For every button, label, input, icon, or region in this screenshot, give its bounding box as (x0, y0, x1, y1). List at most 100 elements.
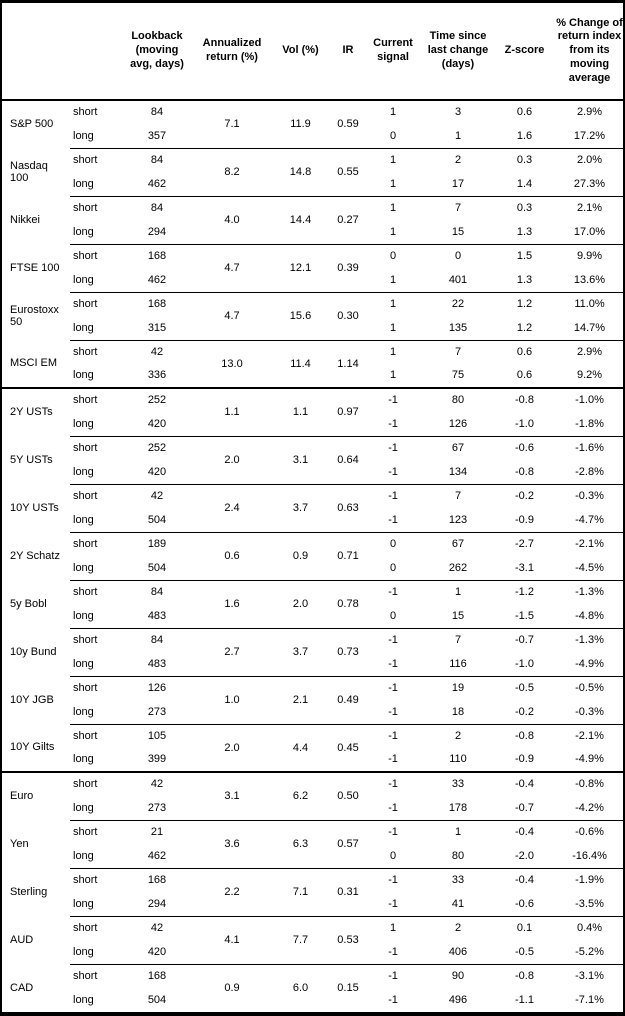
horizon-label: long (73, 657, 94, 670)
current-signal-value: -1 (367, 675, 419, 700)
current-signal-value: 1 (367, 339, 419, 364)
asset-row-long: long 273 -1 18 -0.2 -0.3% (2, 700, 623, 724)
asset-row-short: MSCI EM short 42 13.0 11.4 1.14 1 7 0.6 2.9% (2, 339, 623, 388)
pct-change-value: -4.9% (575, 753, 604, 766)
time-since-value: 18 (451, 705, 465, 718)
z-score-value: -0.8 (497, 963, 552, 988)
current-signal-value: 0 (389, 129, 397, 142)
horizon-label: short (70, 819, 122, 844)
z-score-value: -0.4 (497, 867, 552, 892)
annualized-return-value: 8.2 (192, 147, 272, 196)
time-since-value: 33 (419, 867, 497, 892)
current-signal-value: -1 (367, 579, 419, 604)
current-signal-value: -1 (367, 963, 419, 988)
table-header: Lookback (moving avg, days) Annualized r… (2, 3, 623, 101)
z-score-value: 1.2 (497, 291, 552, 316)
z-score-value: -2.0 (515, 849, 534, 862)
header-lookback: Lookback (moving avg, days) (122, 3, 192, 101)
horizon-label: long (73, 273, 94, 286)
lookback-value: 504 (147, 561, 167, 574)
pct-change-value: 9.2% (576, 369, 603, 382)
current-signal-value: 1 (389, 369, 397, 382)
annualized-return-value: 2.2 (192, 867, 272, 916)
ir-value: 0.59 (337, 118, 359, 131)
lookback-value: 294 (147, 897, 167, 910)
pct-change-value: -1.9% (552, 867, 623, 892)
asset-name: Nikkei (10, 213, 40, 226)
z-score-value: -0.2 (497, 483, 552, 508)
vol-value: 6.3 (272, 819, 329, 868)
horizon-label: short (70, 867, 122, 892)
asset-name: Euro (2, 771, 70, 820)
ir-value: 0.27 (329, 195, 367, 244)
vol-value: 1.1 (272, 387, 329, 436)
z-score-value: -0.7 (515, 801, 534, 814)
current-signal-value: -1 (388, 945, 398, 958)
annualized-return-value: 2.0 (192, 723, 272, 772)
time-since-value: 406 (448, 945, 468, 958)
current-signal-value: -1 (388, 513, 398, 526)
current-signal-value: 1 (367, 147, 419, 172)
lookback-value: 168 (122, 867, 192, 892)
asset-name: 5Y USTs (10, 453, 53, 466)
pct-change-value: -0.8% (552, 771, 623, 796)
header-time-since-last-change: Time since last change (days) (419, 3, 497, 101)
asset-name: CAD (10, 981, 34, 994)
annualized-return-value: 2.7 (192, 627, 272, 676)
time-since-value: 2 (419, 915, 497, 940)
time-since-value: 262 (448, 561, 468, 574)
pct-change-value: -16.4% (572, 849, 607, 862)
z-score-value: -0.4 (497, 771, 552, 796)
z-score-value: -2.7 (497, 531, 552, 556)
time-since-value: 15 (451, 225, 465, 238)
pct-change-value: -3.1% (552, 963, 623, 988)
asset-row-long: long 294 -1 41 -0.6 -3.5% (2, 892, 623, 916)
annualized-return-value: 0.6 (192, 531, 272, 580)
time-since-value: 67 (419, 435, 497, 460)
time-since-value: 90 (419, 963, 497, 988)
pct-change-value: 0.4% (552, 915, 623, 940)
pct-change-value: -0.5% (552, 675, 623, 700)
vol-value: 14.8 (272, 147, 329, 196)
horizon-label: long (73, 945, 94, 958)
pct-change-value: -1.6% (552, 435, 623, 460)
pct-change-value: -1.0% (552, 387, 623, 412)
asset-row-long: long 504 0 262 -3.1 -4.5% (2, 556, 623, 580)
time-since-value: 110 (449, 753, 467, 766)
z-score-value: -0.6 (497, 435, 552, 460)
vol-value: 0.9 (272, 531, 329, 580)
pct-change-value: 17.2% (573, 129, 606, 142)
time-since-value: 2 (419, 147, 497, 172)
asset-row-long: long 483 0 15 -1.5 -4.8% (2, 604, 623, 628)
ir-value: 0.15 (329, 963, 367, 1012)
time-since-value: 80 (419, 387, 497, 412)
time-since-value: 33 (419, 771, 497, 796)
asset-name: 2Y USTs (2, 387, 70, 436)
ir-value: 0.49 (329, 675, 367, 724)
z-score-value: 1.2 (516, 321, 533, 334)
pct-change-value: -1.8% (575, 417, 604, 430)
time-since-value: 7 (419, 195, 497, 220)
lookback-value: 168 (122, 291, 192, 316)
vol-value: 7.7 (272, 915, 329, 964)
annualized-return-value: 4.1 (192, 915, 272, 964)
lookback-value: 420 (147, 417, 167, 430)
current-signal-value: 1 (389, 106, 397, 119)
lookback-value: 462 (147, 849, 167, 862)
time-since-value: 178 (448, 801, 468, 814)
current-signal-value: 1 (367, 291, 419, 316)
pct-change-value: 14.7% (573, 321, 606, 334)
annualized-return-value: 7.1 (224, 118, 240, 131)
lookback-value: 504 (147, 993, 167, 1006)
lookback-value: 189 (122, 531, 192, 556)
horizon-label: long (73, 177, 94, 190)
asset-row-long: long 420 -1 134 -0.8 -2.8% (2, 460, 623, 484)
current-signal-value: -1 (367, 627, 419, 652)
asset-name: S&P 500 (10, 118, 54, 131)
z-score-value: -1.2 (497, 579, 552, 604)
annualized-return-value: 1.1 (192, 387, 272, 436)
horizon-label: short (70, 771, 122, 796)
z-score-value: -0.5 (515, 945, 534, 958)
pct-change-value: -5.2% (575, 945, 604, 958)
current-signal-value: 1 (367, 915, 419, 940)
